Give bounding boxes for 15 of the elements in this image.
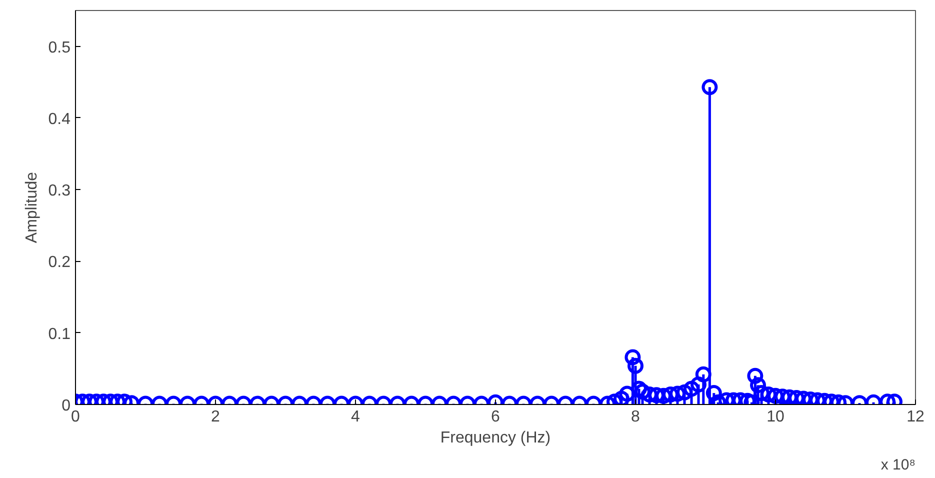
y-tick-label: 0.4 — [48, 110, 71, 128]
y-tick-label: 0.5 — [48, 39, 71, 56]
x-tick-label: 12 — [906, 408, 924, 426]
y-tick-label: 0.2 — [48, 254, 71, 272]
x-tick-label: 10 — [766, 408, 784, 426]
text: x 10⁸ — [880, 456, 916, 474]
x-tick-label: 4 — [351, 408, 360, 426]
y-tick-label: 0 — [62, 398, 71, 414]
x-tick-label: 6 — [491, 408, 500, 426]
x-tick-label: 2 — [211, 408, 220, 426]
x-tick-label: 8 — [631, 408, 640, 426]
y-tick-label: 0.1 — [48, 326, 71, 343]
y-axis-title: Amplitude — [23, 172, 40, 244]
y-tick-label: 0.3 — [48, 182, 71, 200]
x-axis-title: Frequency (Hz) — [440, 430, 551, 446]
